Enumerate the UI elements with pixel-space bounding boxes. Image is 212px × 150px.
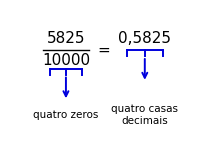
Text: 0,5825: 0,5825 — [118, 31, 171, 46]
Text: 5825: 5825 — [47, 31, 85, 46]
Text: 10000: 10000 — [42, 53, 90, 68]
Text: quatro zeros: quatro zeros — [33, 110, 99, 120]
Text: quatro casas
decimais: quatro casas decimais — [111, 104, 178, 126]
Text: =: = — [97, 43, 110, 58]
